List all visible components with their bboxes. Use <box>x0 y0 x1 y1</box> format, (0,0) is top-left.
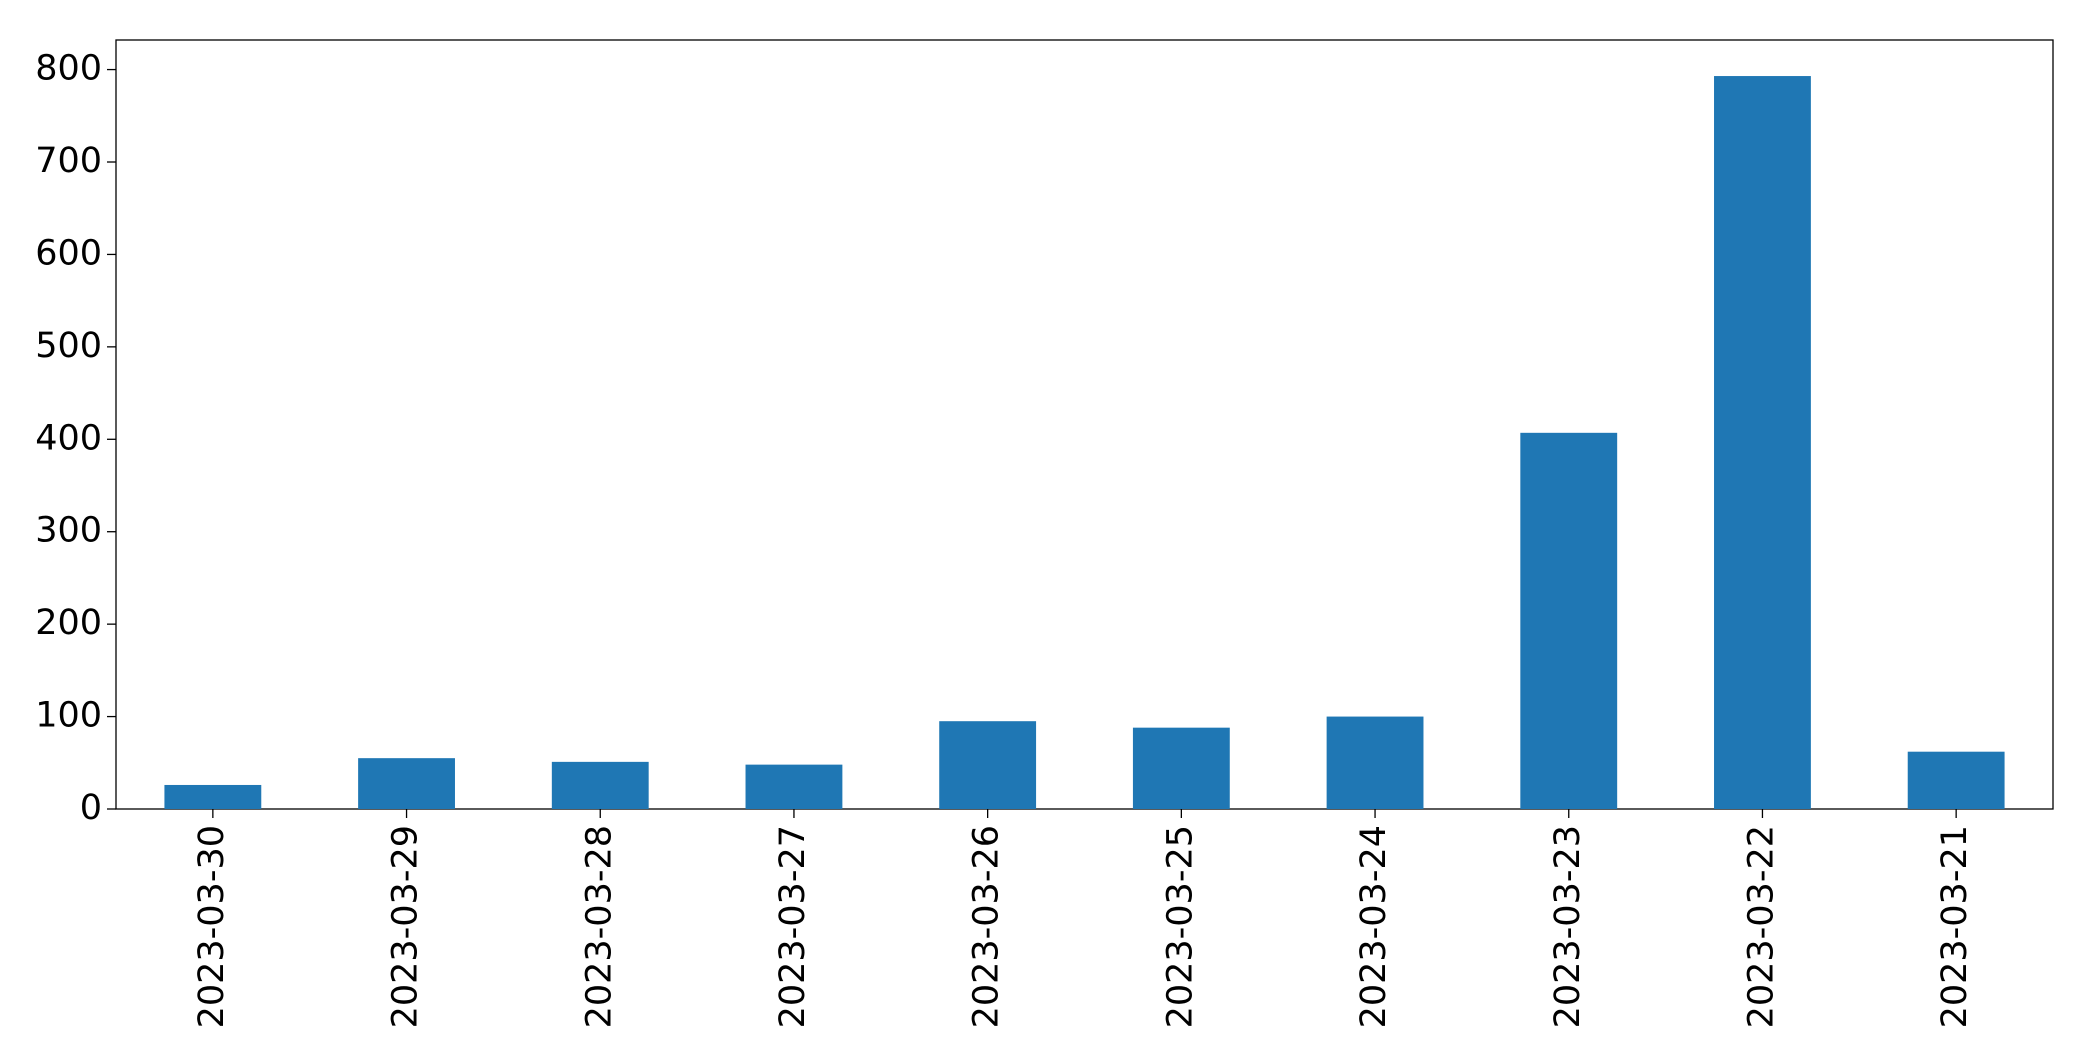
bar <box>1520 432 1618 809</box>
y-tick-label: 400 <box>35 418 102 458</box>
x-tick-label: 2023-03-21 <box>1935 825 1975 1028</box>
y-tick-label: 100 <box>35 696 102 736</box>
plot-frame <box>115 39 2054 810</box>
x-tick-label: 2023-03-24 <box>1354 825 1394 1028</box>
x-tick-label: 2023-03-27 <box>773 825 813 1028</box>
y-tick-label: 600 <box>35 233 102 273</box>
y-tick-label: 300 <box>35 511 102 551</box>
x-tick-label: 2023-03-23 <box>1548 825 1588 1028</box>
x-tick-label: 2023-03-26 <box>967 825 1007 1028</box>
x-tick-label: 2023-03-25 <box>1160 825 1200 1028</box>
bar <box>1714 76 1811 809</box>
y-tick-label: 800 <box>35 49 102 89</box>
bar <box>1326 716 1424 809</box>
x-tick-label: 2023-03-28 <box>579 825 619 1028</box>
x-tick-label: 2023-03-22 <box>1741 825 1781 1028</box>
y-tick-label: 700 <box>35 141 102 181</box>
bar <box>1907 751 2005 809</box>
bar <box>551 761 649 809</box>
bar <box>358 758 455 809</box>
bar <box>939 721 1037 809</box>
y-tick-label: 500 <box>35 326 102 366</box>
y-tick-label: 200 <box>35 603 102 643</box>
bar <box>1132 727 1230 809</box>
y-tick-label: 0 <box>80 788 102 828</box>
bar <box>745 764 843 809</box>
x-tick-label: 2023-03-29 <box>386 825 426 1028</box>
x-tick-label: 2023-03-30 <box>192 825 232 1028</box>
bar <box>164 784 262 809</box>
